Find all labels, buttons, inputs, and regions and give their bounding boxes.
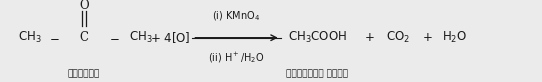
Text: $-$: $-$ — [49, 31, 60, 44]
Text: CH$_3$: CH$_3$ — [18, 30, 42, 45]
Text: C: C — [80, 31, 88, 44]
Text: $+$ 4[O]: $+$ 4[O] — [151, 30, 191, 45]
Text: CH$_3$: CH$_3$ — [129, 30, 153, 45]
Text: CH$_3$COOH: CH$_3$COOH — [288, 30, 346, 45]
Text: O: O — [79, 0, 89, 12]
Text: (ii) H$^+$/H$_2$O: (ii) H$^+$/H$_2$O — [208, 50, 264, 65]
Text: $+$: $+$ — [422, 31, 433, 44]
Text: एथेनोइक एसिड: एथेनोइक एसिड — [286, 69, 348, 78]
Text: (i) KMnO$_4$: (i) KMnO$_4$ — [212, 10, 260, 23]
Text: $-$: $-$ — [108, 31, 119, 44]
Text: CO$_2$: CO$_2$ — [386, 30, 410, 45]
Text: $+$: $+$ — [364, 31, 375, 44]
Text: H$_2$O: H$_2$O — [442, 30, 467, 45]
Text: एसीटोन: एसीटोन — [68, 69, 100, 78]
